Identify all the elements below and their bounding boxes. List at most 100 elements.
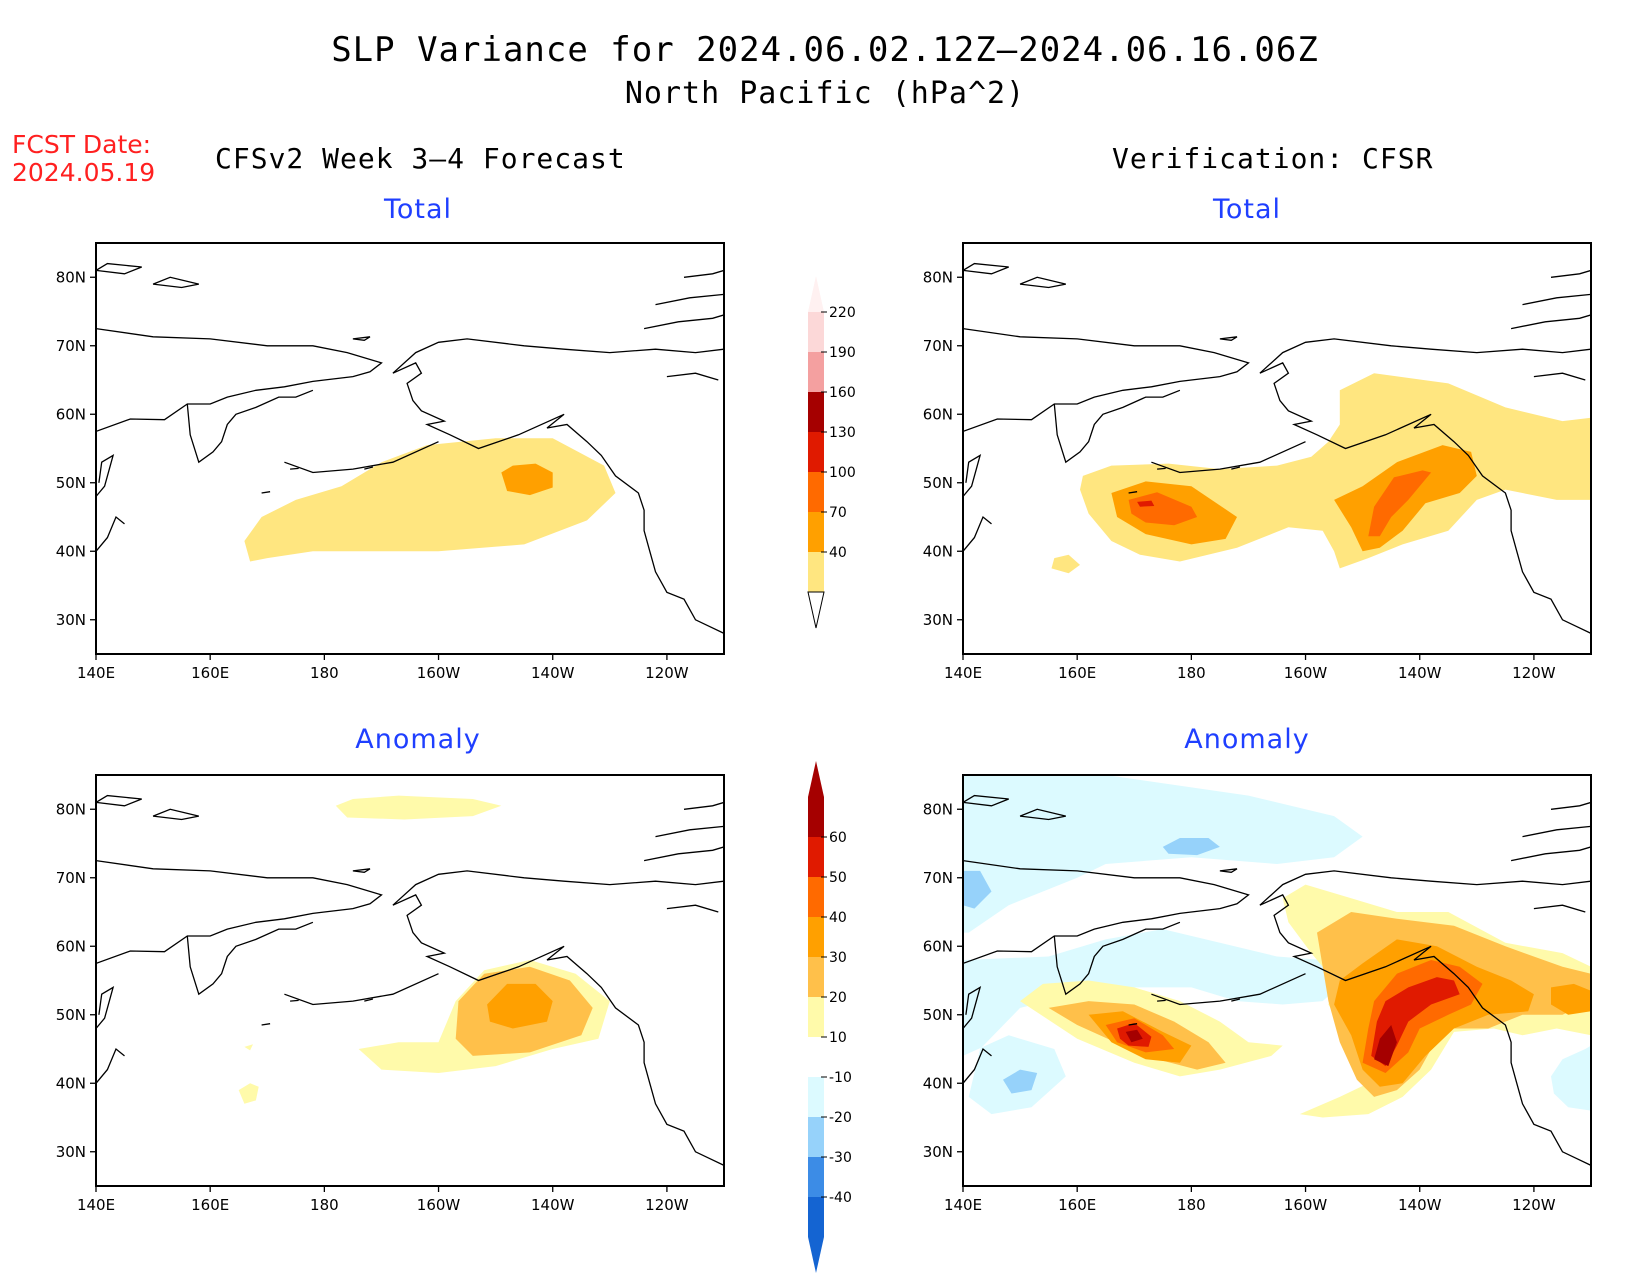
colorbar-label: 50: [829, 870, 847, 886]
coastline: [1522, 825, 1591, 838]
colorbar-label: -40: [829, 1190, 852, 1206]
coastline: [1151, 973, 1306, 1006]
panel-title-bottom-right: Anomaly: [1184, 724, 1310, 755]
colorbar-label: -10: [829, 1070, 852, 1086]
y-tick-label: 50N: [56, 1006, 86, 1024]
main-subtitle: North Pacific (hPa^2): [624, 76, 1026, 111]
contour-70-100: [501, 463, 553, 496]
colorbar-label: -30: [829, 1150, 852, 1166]
coastline: [1550, 269, 1591, 278]
x-tick-label: 160E: [191, 664, 229, 682]
coastline: [96, 1047, 125, 1084]
island: [261, 1023, 271, 1026]
map-frame: [95, 774, 725, 1187]
island: [1019, 276, 1066, 289]
island: [364, 998, 374, 1002]
map-panel-forecast-anomaly: 140E 160E 180 160W 140W 120W 80N 70N 60N 50N 40N 30…: [56, 774, 725, 1214]
colorbar-label: 220: [829, 305, 856, 321]
y-tick-label: 70N: [923, 337, 953, 355]
colorbar-segment: [808, 432, 824, 472]
shading-layer: [1051, 373, 1591, 574]
coastline: [963, 515, 992, 552]
x-tick-label: 180: [310, 1196, 339, 1214]
colorbar-label: 130: [829, 425, 856, 441]
contour-neg10-neg20: [1551, 1045, 1591, 1111]
left-column-title: CFSv2 Week 3—4 Forecast: [215, 142, 626, 175]
coastline: [284, 973, 439, 1006]
coastline: [1053, 389, 1181, 464]
y-tick-label: 30N: [56, 611, 86, 629]
island: [261, 491, 271, 494]
panel-title-top-right: Total: [1212, 194, 1282, 225]
coastline: [96, 327, 383, 433]
island: [1128, 1023, 1138, 1026]
island: [963, 262, 1009, 275]
coastline: [963, 986, 982, 1029]
contour-10-20: [335, 795, 502, 820]
y-tick-label: 30N: [923, 1143, 953, 1161]
contour-neg20-neg30: [1162, 838, 1220, 856]
x-tick-label: 180: [1177, 1196, 1206, 1214]
coastline-layer: [96, 794, 724, 1166]
contour-30-40: [1551, 983, 1591, 1015]
contour-neg10-neg20: [963, 929, 1346, 1115]
x-tick-label: 160W: [417, 664, 461, 682]
y-tick-label: 60N: [923, 937, 953, 955]
island: [352, 868, 371, 873]
colorbar-segment: [808, 997, 824, 1037]
contour-neg20-neg30: [963, 870, 992, 909]
y-tick-label: 60N: [56, 405, 86, 423]
colorbar-label: 40: [829, 910, 847, 926]
y-tick-label: 60N: [923, 405, 953, 423]
y-tick-label: 30N: [923, 611, 953, 629]
contour-neg20-neg30: [1003, 1069, 1038, 1094]
x-tick-label: 160W: [1284, 664, 1328, 682]
colorbar-label: 10: [829, 1030, 847, 1046]
colorbar-segment: [808, 1117, 824, 1157]
coastline: [284, 441, 439, 474]
colorbar-label: 160: [829, 385, 856, 401]
x-tick-label: 160W: [417, 1196, 461, 1214]
coastline: [963, 1047, 992, 1084]
coastline: [643, 314, 724, 330]
colorbar-label: 20: [829, 990, 847, 1006]
x-tick-label: 160E: [191, 1196, 229, 1214]
x-tick-label: 120W: [645, 1196, 689, 1214]
coastline: [1510, 314, 1591, 330]
contour-40-70-small: [1051, 554, 1080, 574]
contour-neg10-neg20: [963, 775, 1363, 933]
coastline-layer: [963, 794, 1591, 1166]
colorbar-top-arrow: [808, 276, 824, 312]
island: [1019, 808, 1066, 821]
island: [1128, 491, 1138, 494]
map-frame: [962, 242, 1592, 655]
colorbar-label: 190: [829, 345, 856, 361]
coastline: [96, 986, 115, 1029]
coastline: [186, 921, 314, 996]
colorbar-segment: [808, 877, 824, 917]
island: [1157, 467, 1166, 470]
contour-10-20: [238, 1083, 259, 1104]
x-tick-label: 140W: [1398, 664, 1442, 682]
colorbar-segment: [808, 512, 824, 552]
map-panel-verification-anomaly: 140E 160E 180 160W 140W 120W 80N 70N 60N 50N 40N 30…: [923, 774, 1592, 1214]
main-title: SLP Variance for 2024.06.02.12Z—2024.06.…: [331, 30, 1319, 70]
coastline: [1259, 870, 1591, 906]
y-tick-label: 60N: [56, 937, 86, 955]
panel-title-bottom-left: Anomaly: [355, 724, 481, 755]
coastline: [683, 801, 724, 810]
coastline: [392, 894, 724, 1166]
island: [152, 276, 199, 289]
coastline: [666, 904, 719, 913]
colorbar-segment: [808, 1077, 824, 1117]
x-tick-label: 160E: [1058, 1196, 1096, 1214]
contour-above-60: [1125, 1029, 1143, 1043]
coastline: [1151, 441, 1306, 474]
shading-layer: [244, 438, 616, 562]
y-tick-label: 80N: [923, 268, 953, 286]
island: [290, 467, 299, 470]
colorbar-label: 60: [829, 830, 847, 846]
coastline: [666, 372, 719, 381]
map-panel-verification-total: 140E 160E 180 160W 140W 120W 80N 70N 60N 50N 40N 30…: [923, 242, 1592, 682]
coastline: [963, 327, 1250, 433]
